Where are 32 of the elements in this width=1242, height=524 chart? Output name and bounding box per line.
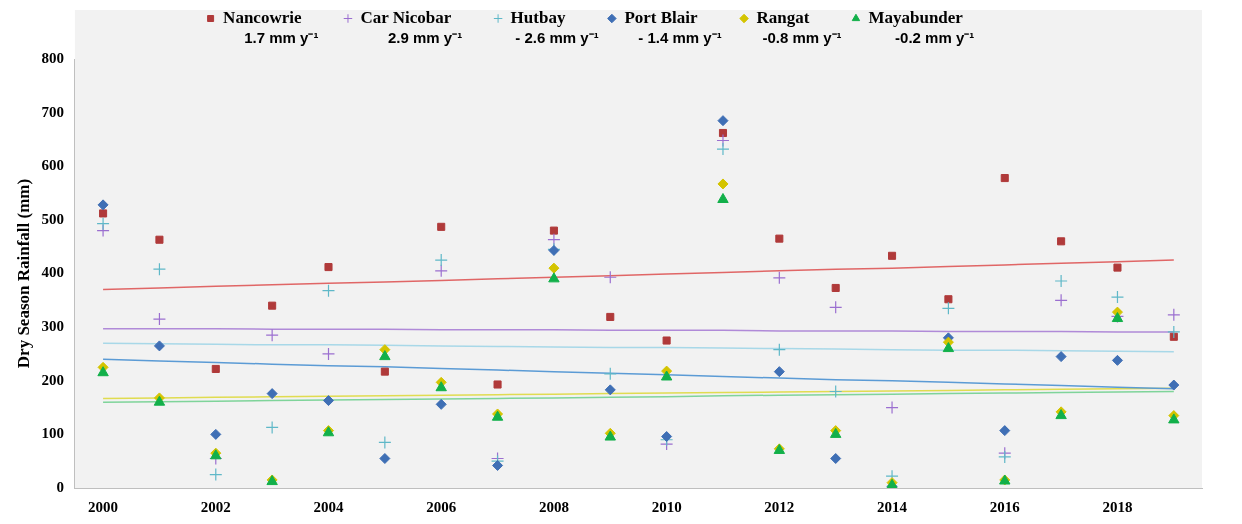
y-axis-title: Dry Season Rainfall (mm) [13, 178, 33, 369]
text: 1.7 mm y⁻¹ [244, 28, 319, 46]
y-tick-label: 500 [41, 210, 64, 227]
y-tick-label: 100 [41, 425, 64, 442]
legend-label: Mayabunder [868, 7, 1006, 27]
y-tick-label: 800 [41, 49, 64, 66]
y-tick-label: 400 [41, 264, 64, 281]
legend-label: Nancowrie [223, 7, 344, 27]
text: - 1.4 mm y⁻¹ [638, 28, 722, 46]
legend-label: Car Nicobar [360, 7, 494, 27]
y-tick-label: 600 [41, 157, 64, 174]
x-tick-label: 2008 [538, 498, 569, 515]
legend-label: Hutbay [510, 7, 608, 27]
x-tick-label: 2012 [764, 498, 795, 515]
text: -0.8 mm y⁻¹ [762, 28, 842, 46]
legend-label: Rangat [756, 7, 852, 27]
x-tick-label: 2016 [989, 498, 1021, 515]
x-tick-label: 2000 [88, 498, 119, 515]
x-tick-label: 2018 [1102, 498, 1133, 515]
legend-label: Port Blair [624, 7, 740, 27]
text: - 2.6 mm y⁻¹ [515, 28, 599, 46]
x-tick-label: 2010 [651, 498, 682, 515]
x-tick-label: 2006 [426, 498, 457, 515]
x-tick-label: 2002 [200, 498, 231, 515]
y-tick-label: 0 [56, 478, 64, 495]
x-tick-label: 2004 [313, 498, 344, 515]
text: -0.2 mm y⁻¹ [895, 28, 975, 46]
y-tick-label: 200 [41, 371, 64, 388]
text: 2.9 mm y⁻¹ [387, 28, 463, 46]
y-tick-label: 300 [41, 318, 64, 334]
y-tick-label: 700 [41, 103, 64, 120]
x-tick-label: 2014 [877, 498, 908, 515]
